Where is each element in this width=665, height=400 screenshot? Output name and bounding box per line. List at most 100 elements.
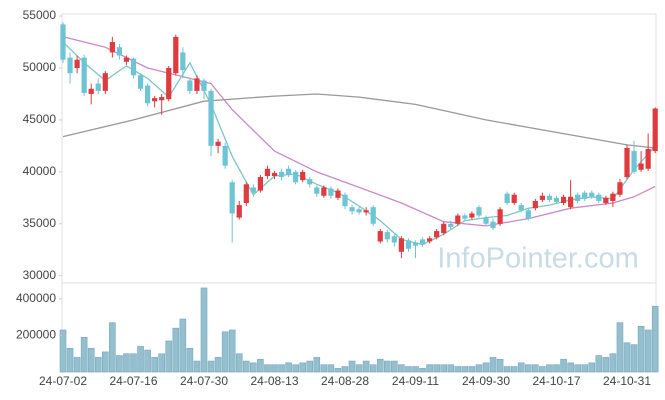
volume-bar bbox=[553, 364, 560, 373]
volume-bar bbox=[426, 364, 433, 373]
candle-body bbox=[363, 210, 369, 213]
candle-body bbox=[476, 207, 482, 216]
candle-body bbox=[638, 163, 644, 170]
volume-bar bbox=[623, 342, 631, 373]
volume-bar bbox=[447, 364, 455, 373]
candle-body bbox=[208, 90, 214, 146]
candle-body bbox=[603, 197, 609, 204]
candle-body bbox=[264, 168, 271, 177]
volume-bar bbox=[440, 364, 448, 373]
volume-bar bbox=[264, 364, 271, 373]
candle-body bbox=[560, 196, 567, 204]
candle-body bbox=[137, 75, 144, 89]
candle-body bbox=[483, 217, 489, 224]
candle-body bbox=[525, 210, 531, 219]
candle-body bbox=[575, 194, 581, 201]
volume-bar bbox=[532, 364, 539, 373]
volume-bar bbox=[257, 358, 264, 373]
volume-bar bbox=[130, 353, 137, 373]
volume-bar bbox=[80, 336, 88, 373]
volume-bar bbox=[461, 366, 469, 373]
candle-body bbox=[307, 179, 313, 185]
candle-body bbox=[81, 57, 87, 93]
candle-body bbox=[370, 207, 376, 224]
volume-bar bbox=[391, 360, 398, 373]
candle-body bbox=[631, 151, 637, 172]
candle-body bbox=[532, 200, 538, 209]
volume-bar bbox=[151, 357, 158, 373]
volume-bar bbox=[87, 347, 95, 373]
candle-body bbox=[109, 42, 115, 53]
volume-bar bbox=[214, 357, 222, 373]
volume-bar bbox=[595, 355, 603, 373]
volume-bar bbox=[637, 326, 645, 373]
volume-bar bbox=[517, 362, 525, 373]
candle-body bbox=[596, 194, 602, 201]
volume-panel bbox=[61, 282, 657, 373]
volume-bar bbox=[299, 362, 307, 373]
candle-body bbox=[589, 192, 595, 197]
volume-bar bbox=[327, 364, 335, 373]
candle-body bbox=[314, 187, 320, 194]
candle-body bbox=[539, 195, 545, 200]
volume-bar bbox=[362, 360, 370, 373]
candle-body bbox=[187, 80, 193, 91]
candle-body bbox=[490, 221, 496, 228]
y-tick-label: 45000 bbox=[23, 112, 57, 126]
volume-bar bbox=[73, 357, 81, 373]
volume-bar bbox=[482, 362, 490, 373]
volume-bar bbox=[193, 360, 201, 373]
candle-body bbox=[166, 68, 172, 100]
volume-bar bbox=[609, 353, 617, 373]
volume-bar bbox=[172, 327, 180, 373]
y-tick-label: 50000 bbox=[23, 60, 57, 74]
candle-body bbox=[405, 240, 412, 249]
x-tick-label: 24-09-11 bbox=[392, 374, 439, 388]
volume-bar bbox=[539, 366, 546, 373]
candle-body bbox=[462, 215, 468, 219]
candle-body bbox=[427, 238, 433, 242]
volume-bar bbox=[102, 351, 109, 373]
volume-bar bbox=[158, 353, 165, 373]
candle-body bbox=[455, 215, 461, 224]
volume-bar bbox=[602, 357, 610, 373]
volume-bar bbox=[398, 364, 405, 373]
volume-bar bbox=[433, 364, 440, 373]
candle-body bbox=[419, 239, 426, 245]
moving-average-line bbox=[62, 93, 656, 149]
volume-bar bbox=[341, 366, 349, 373]
volume-bar bbox=[137, 346, 144, 373]
volume-bar bbox=[123, 353, 130, 373]
volume-bar bbox=[250, 362, 257, 373]
volume-bar bbox=[66, 347, 74, 373]
candle-body bbox=[377, 231, 383, 242]
candle-body bbox=[645, 149, 651, 169]
candle-body bbox=[159, 97, 165, 101]
x-tick-label: 24-09-30 bbox=[462, 374, 510, 388]
x-tick-label: 24-10-31 bbox=[603, 374, 651, 388]
volume-bar bbox=[412, 366, 419, 373]
volume-bar bbox=[454, 366, 462, 373]
candle-body bbox=[180, 52, 186, 71]
volume-bar bbox=[419, 368, 426, 373]
candle-body bbox=[271, 172, 278, 177]
candle-body bbox=[398, 238, 404, 252]
candle-body bbox=[610, 193, 616, 201]
candle-body bbox=[335, 190, 341, 198]
y-tick-label: 55000 bbox=[23, 8, 57, 22]
x-tick-label: 24-08-13 bbox=[250, 374, 298, 388]
y-tick-label: 35000 bbox=[23, 216, 57, 230]
candle-body bbox=[448, 223, 454, 227]
candle-body bbox=[145, 85, 151, 104]
y-tick-label: 200000 bbox=[16, 328, 56, 342]
volume-bar bbox=[651, 305, 659, 373]
volume-bar bbox=[271, 364, 278, 373]
candle-body bbox=[511, 194, 517, 204]
candle-body bbox=[222, 145, 228, 166]
y-tick-label: 40000 bbox=[23, 164, 57, 178]
candle-body bbox=[152, 98, 158, 102]
candle-body bbox=[123, 57, 130, 62]
x-tick-label: 24-07-16 bbox=[109, 374, 157, 388]
candle-body bbox=[652, 108, 658, 152]
volume-bar bbox=[567, 362, 574, 373]
